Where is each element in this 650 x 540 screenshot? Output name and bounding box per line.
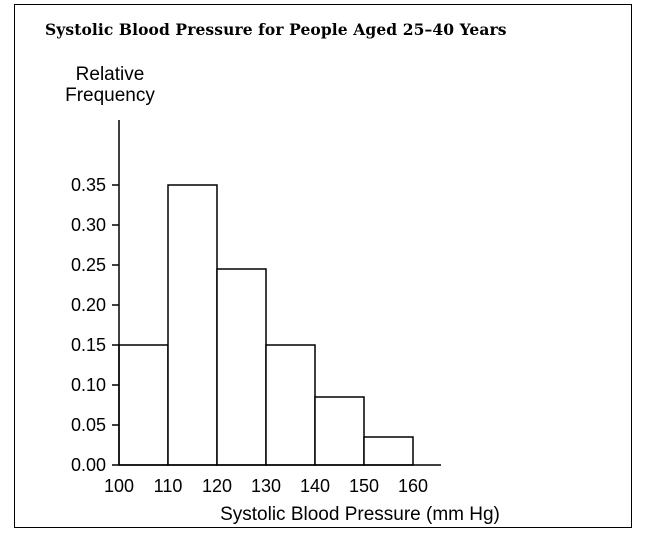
x-tick-label-140: 140: [300, 476, 330, 496]
x-axis-label: Systolic Blood Pressure (mm Hg): [220, 504, 500, 525]
histogram-bar-100-110: [118, 344, 169, 466]
y-tick-label-0.20: 0.20: [71, 295, 106, 315]
y-axis-label: Relative Frequency: [50, 64, 170, 106]
y-tick-label-0.35: 0.35: [71, 175, 106, 195]
x-tick-label-110: 110: [154, 476, 183, 496]
chart-title: Systolic Blood Pressure for People Aged …: [45, 20, 507, 39]
x-tick-label-150: 150: [349, 476, 379, 496]
y-tick-label-0.30: 0.30: [71, 215, 106, 235]
y-tick-label-0.15: 0.15: [71, 335, 106, 355]
histogram-bar-140-150: [314, 396, 365, 466]
x-tick-label-100: 100: [104, 476, 134, 496]
histogram-bar-130-140: [265, 344, 316, 466]
x-tick-label-130: 130: [251, 476, 281, 496]
histogram-bar-150-160: [363, 436, 414, 466]
histogram-bar-120-130: [216, 268, 267, 466]
y-tick-label-0.10: 0.10: [71, 375, 106, 395]
y-tick-label-0.25: 0.25: [71, 255, 106, 275]
y-axis-label-line-1: Relative: [75, 64, 145, 85]
x-tick-label-120: 120: [202, 476, 232, 496]
y-tick-label-0.00: 0.00: [71, 455, 106, 475]
x-tick-label-160: 160: [398, 476, 428, 496]
y-axis-label-line-2: Frequency: [65, 85, 155, 106]
y-tick-label-0.05: 0.05: [71, 415, 106, 435]
histogram-bar-110-120: [167, 184, 218, 466]
